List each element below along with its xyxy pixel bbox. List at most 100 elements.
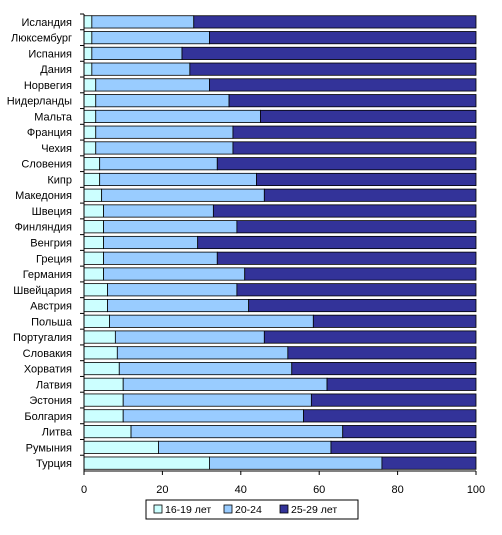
bar-segment bbox=[326, 377, 477, 391]
bar-segment bbox=[236, 283, 477, 297]
legend-swatch bbox=[223, 504, 233, 514]
category-label: Дания bbox=[40, 64, 72, 76]
category-label: Турция bbox=[36, 458, 72, 470]
bar-segment bbox=[83, 440, 159, 454]
bar-segment bbox=[216, 157, 477, 171]
category-label: Австрия bbox=[30, 301, 72, 313]
bar-segment bbox=[91, 15, 195, 29]
category-label: Польша bbox=[31, 316, 73, 328]
bar-segment bbox=[83, 377, 124, 391]
bar-segment bbox=[256, 172, 477, 187]
bar-segment bbox=[83, 220, 105, 234]
bar-segment bbox=[103, 267, 246, 281]
category-label: Греция bbox=[36, 253, 72, 265]
bar-segment bbox=[95, 125, 234, 139]
category-label: Мальта bbox=[34, 111, 73, 123]
bar-segment bbox=[83, 15, 93, 29]
category-label: Латвия bbox=[36, 379, 72, 391]
bar-segment bbox=[291, 362, 477, 376]
bar-segment bbox=[381, 456, 477, 470]
bar-segment bbox=[83, 235, 105, 250]
bar-segment bbox=[83, 46, 93, 60]
legend-label: 25-29 лет bbox=[291, 504, 337, 516]
bar-segment bbox=[181, 46, 477, 60]
bar-segment bbox=[103, 204, 214, 218]
bar-segment bbox=[130, 425, 344, 439]
bar-segment bbox=[99, 157, 218, 171]
bar-segment bbox=[95, 94, 230, 108]
x-tick-label: 40 bbox=[235, 484, 247, 496]
category-label: Румыния bbox=[26, 442, 72, 454]
bar-segment bbox=[83, 425, 132, 439]
category-label: Португалия bbox=[13, 332, 72, 344]
category-label: Финляндия bbox=[14, 222, 72, 234]
category-label: Хорватия bbox=[24, 364, 72, 376]
legend-swatch bbox=[279, 504, 289, 514]
legend-label: 20-24 bbox=[235, 504, 262, 516]
category-label: Эстония bbox=[29, 395, 72, 407]
bar-segment bbox=[91, 62, 191, 76]
bar-segment bbox=[95, 109, 261, 123]
bar-segment bbox=[118, 362, 293, 376]
bar-segment bbox=[109, 314, 314, 328]
bar-segment bbox=[209, 31, 477, 45]
x-tick-label: 60 bbox=[313, 484, 325, 496]
bar-segment bbox=[91, 31, 210, 45]
bar-segment bbox=[116, 346, 289, 360]
category-label: Македония bbox=[15, 190, 72, 202]
category-label: Исландия bbox=[21, 17, 72, 29]
category-label: Словакия bbox=[23, 348, 72, 360]
bar-segment bbox=[122, 377, 328, 391]
bar-segment bbox=[83, 362, 120, 376]
bar-segment bbox=[209, 456, 383, 470]
bar-segment bbox=[330, 440, 477, 454]
bar-segment bbox=[83, 109, 97, 123]
category-label: Словения bbox=[21, 159, 72, 171]
category-label: Венгрия bbox=[30, 238, 72, 250]
bar-segment bbox=[83, 251, 105, 265]
category-label: Норвегия bbox=[24, 80, 72, 92]
bar-segment bbox=[228, 94, 477, 108]
bar-segment bbox=[287, 346, 477, 360]
bar-segment bbox=[83, 314, 110, 328]
bar-segment bbox=[83, 330, 116, 344]
bar-segment bbox=[193, 15, 477, 29]
bar-segment bbox=[83, 456, 210, 470]
bar-segment bbox=[103, 220, 238, 234]
bar-segment bbox=[158, 440, 332, 454]
bar-segment bbox=[236, 220, 477, 234]
bar-segment bbox=[209, 78, 477, 92]
bar-segment bbox=[99, 172, 257, 187]
bar-segment bbox=[83, 204, 105, 218]
bar-segment bbox=[83, 78, 97, 92]
category-label: Германия bbox=[23, 269, 72, 281]
bar-segment bbox=[83, 62, 93, 76]
bar-segment bbox=[83, 141, 97, 155]
bar-segment bbox=[216, 251, 477, 265]
bar-segment bbox=[122, 393, 312, 407]
x-tick-label: 20 bbox=[156, 484, 168, 496]
bar-segment bbox=[248, 298, 477, 313]
bar-segment bbox=[342, 425, 477, 439]
legend-label: 16-19 лет bbox=[165, 504, 211, 516]
bar-segment bbox=[244, 267, 477, 281]
category-label: Нидерланды bbox=[7, 96, 72, 108]
bar-segment bbox=[83, 283, 108, 297]
category-label: Чехия bbox=[41, 143, 72, 155]
legend-box bbox=[145, 499, 359, 520]
bar-segment bbox=[83, 172, 101, 187]
bar-segment bbox=[83, 393, 124, 407]
bar-segment bbox=[259, 109, 477, 123]
legend-swatch bbox=[153, 504, 163, 514]
category-label: Франция bbox=[27, 127, 72, 139]
bar-segment bbox=[83, 267, 105, 281]
bar-segment bbox=[103, 235, 199, 250]
bar-segment bbox=[83, 188, 103, 202]
bar-segment bbox=[232, 141, 477, 155]
bar-segment bbox=[312, 314, 477, 328]
bar-segment bbox=[95, 141, 234, 155]
bar-segment bbox=[83, 157, 101, 171]
bar-segment bbox=[103, 251, 218, 265]
